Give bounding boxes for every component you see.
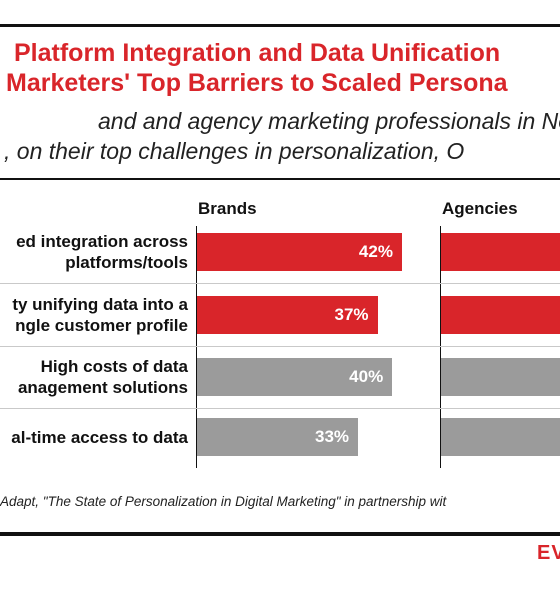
category-label-line: anagement solutions [17, 378, 188, 397]
bottom-rule [0, 532, 560, 536]
category-label-line: ty unifying data into a [12, 295, 188, 314]
category-label-line: High costs of data [40, 357, 188, 376]
header-rule [0, 178, 560, 180]
chart-title-line-1: Platform Integration and Data Unificatio… [14, 39, 501, 67]
chart-source: Adapt, "The State of Personalization in … [0, 494, 447, 509]
agencies-axis-line [440, 226, 441, 468]
top-rule [0, 24, 560, 27]
category-label-line: al-time access to data [11, 427, 188, 447]
bar-brands: 37% [197, 296, 378, 334]
logo: EV [537, 542, 560, 564]
chart-subtitle-line-1: and and agency marketing professionals i… [98, 108, 560, 134]
bar-value-label: 42% [358, 242, 393, 261]
chart-title-line-2: Marketers' Top Barriers to Scaled Person… [6, 69, 508, 97]
row-separator [0, 283, 560, 284]
chart-subtitle: and and agency marketing professionals i… [0, 106, 560, 166]
bar-value-label: 33% [315, 427, 350, 446]
row-separator [0, 408, 560, 409]
bar-brands: 40% [197, 358, 393, 396]
category-label: High costs of data anagement solutions [0, 356, 188, 398]
row-separator [0, 346, 560, 347]
bar-agencies [441, 418, 560, 456]
bar-brands: 42% [197, 233, 402, 271]
bar-agencies [441, 296, 560, 334]
chart-title: Platform Integration and Data Unificatio… [0, 38, 560, 98]
category-label-line: platforms/tools [65, 253, 188, 272]
column-header-agencies: Agencies [442, 199, 518, 218]
category-label: ty unifying data into a ngle customer pro… [0, 294, 188, 336]
category-label: al-time access to data [0, 427, 188, 448]
bar-agencies [441, 358, 560, 396]
brands-axis-line [196, 226, 197, 468]
column-header-brands: Brands [198, 199, 257, 218]
category-label-line: ngle customer profile [15, 316, 188, 335]
bar-value-label: 37% [334, 305, 369, 324]
bar-brands: 33% [197, 418, 359, 456]
bar-agencies [441, 233, 560, 271]
category-label-line: ed integration across [16, 232, 188, 251]
chart-subtitle-line-2: , on their top challenges in personaliza… [4, 138, 465, 164]
category-label: ed integration across platforms/tools [0, 231, 188, 273]
bar-value-label: 40% [349, 367, 384, 386]
